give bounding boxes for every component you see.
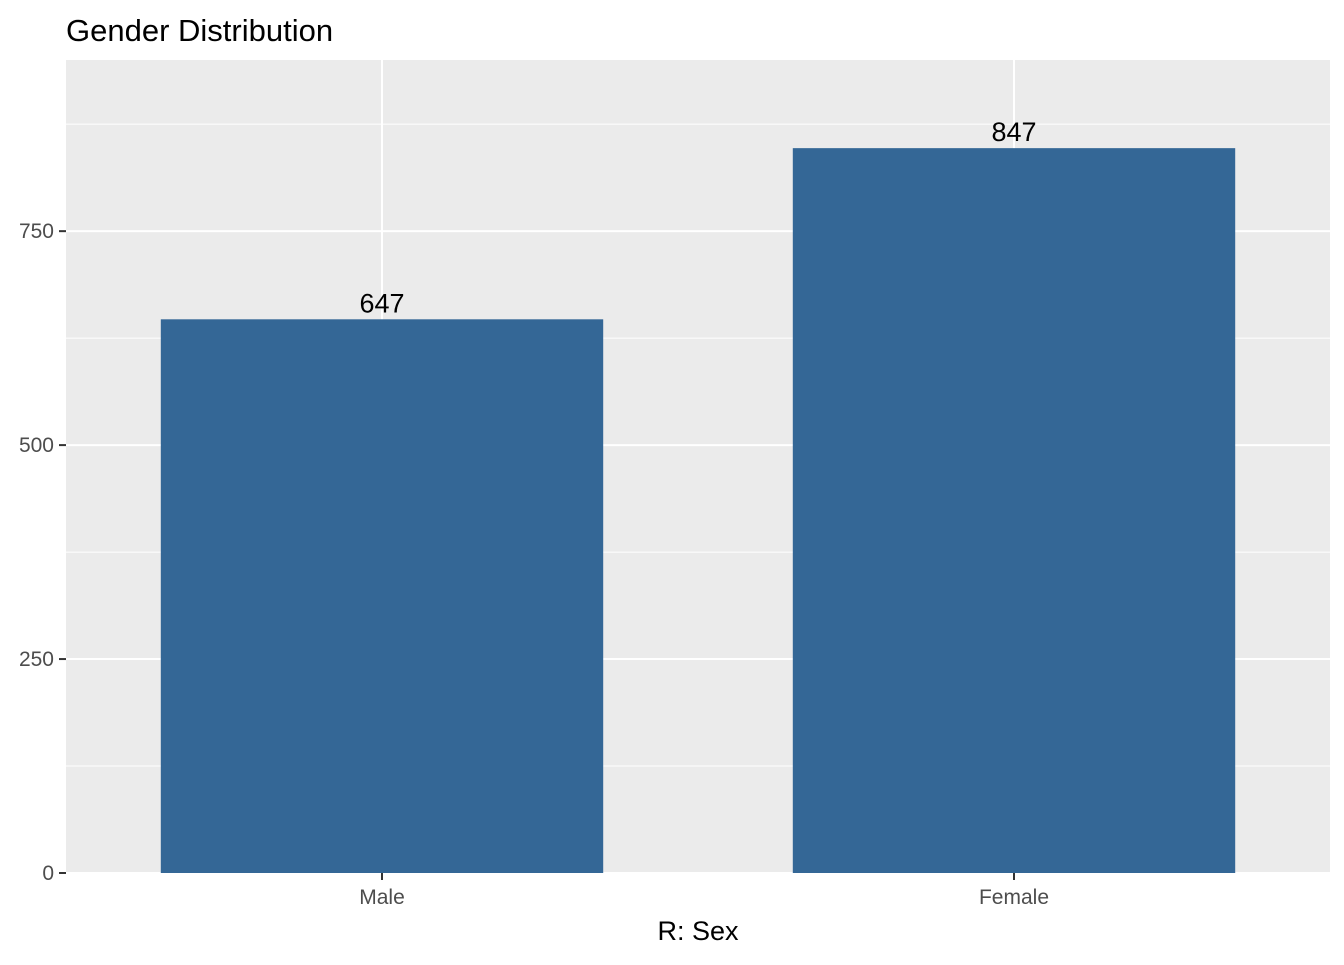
chart-title: Gender Distribution [66, 13, 333, 48]
x-axis-label: R: Sex [657, 916, 739, 946]
y-tick-label: 750 [19, 220, 54, 243]
bars [160, 148, 1236, 874]
x-tick-label: Male [359, 886, 405, 909]
bar-value-label: 647 [359, 288, 404, 318]
x-tick-label: Female [979, 886, 1049, 909]
bar-value-labels: 647 847 [359, 117, 1036, 318]
y-tick-label: 0 [42, 862, 54, 885]
y-axis: 0 250 500 750 [19, 220, 66, 885]
bar-female [792, 148, 1236, 874]
bar-value-label: 847 [991, 117, 1036, 147]
bar-male [160, 319, 604, 873]
x-axis: Male Female [359, 873, 1049, 909]
y-tick-label: 250 [19, 648, 54, 671]
y-tick-label: 500 [19, 434, 54, 457]
